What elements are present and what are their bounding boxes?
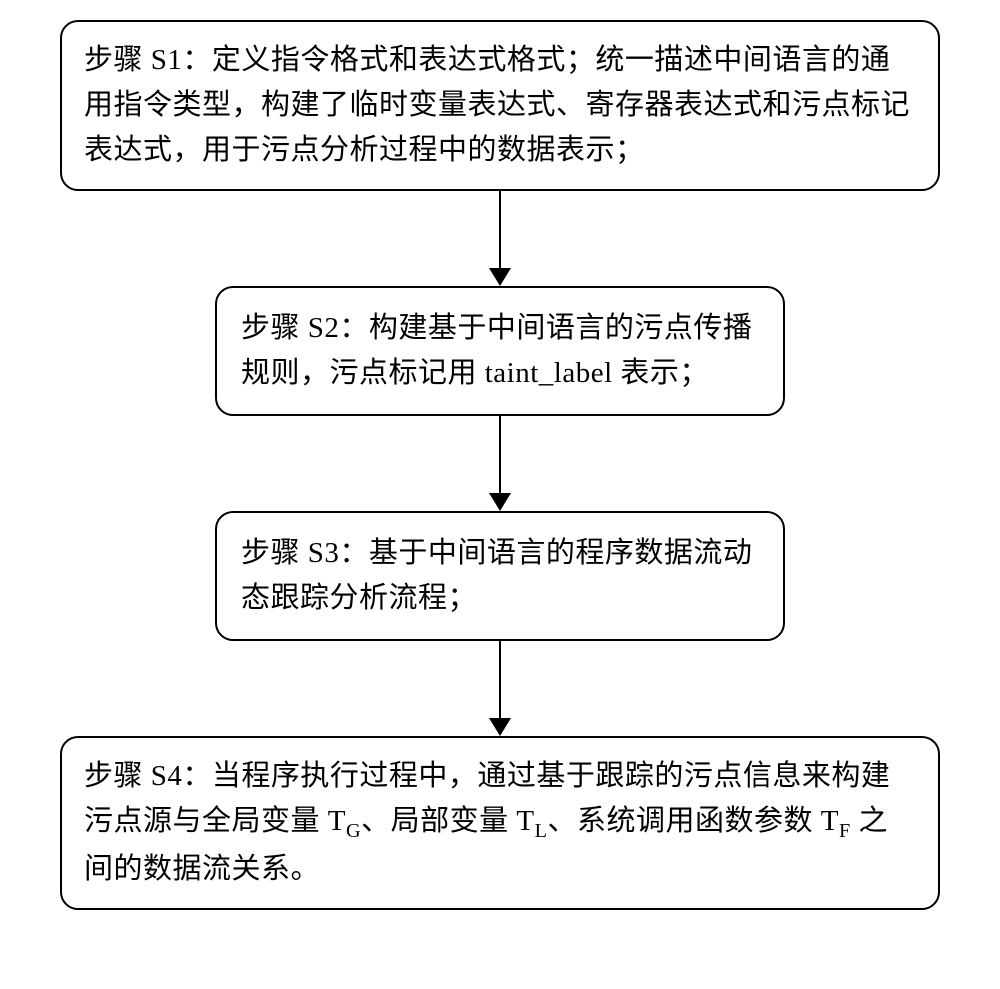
arrow-s3-s4 bbox=[489, 641, 511, 736]
step-s3-text: 步骤 S3：基于中间语言的程序数据流动态跟踪分析流程； bbox=[241, 537, 752, 614]
subscript-g: G bbox=[346, 819, 361, 841]
arrow-head-icon bbox=[489, 493, 511, 511]
step-s4-mid1: 、局部变量 T bbox=[361, 805, 534, 837]
step-s2-node: 步骤 S2：构建基于中间语言的污点传播规则，污点标记用 taint_label … bbox=[215, 286, 785, 416]
step-s1-text: 步骤 S1：定义指令格式和表达式格式；统一描述中间语言的通用指令类型，构建了临时… bbox=[84, 44, 910, 166]
step-s3-node: 步骤 S3：基于中间语言的程序数据流动态跟踪分析流程； bbox=[215, 511, 785, 641]
arrow-shaft bbox=[499, 191, 501, 268]
flowchart-container: 步骤 S1：定义指令格式和表达式格式；统一描述中间语言的通用指令类型，构建了临时… bbox=[50, 20, 950, 910]
arrow-shaft bbox=[499, 641, 501, 718]
arrow-head-icon bbox=[489, 268, 511, 286]
arrow-s1-s2 bbox=[489, 191, 511, 286]
subscript-f: F bbox=[839, 819, 851, 841]
subscript-l: L bbox=[535, 819, 548, 841]
step-s4-node: 步骤 S4：当程序执行过程中，通过基于跟踪的污点信息来构建污点源与全局变量 TG… bbox=[60, 736, 940, 910]
step-s4-mid2: 、系统调用函数参数 T bbox=[547, 805, 838, 837]
arrow-s2-s3 bbox=[489, 416, 511, 511]
step-s2-text: 步骤 S2：构建基于中间语言的污点传播规则，污点标记用 taint_label … bbox=[241, 312, 752, 389]
arrow-shaft bbox=[499, 416, 501, 493]
step-s1-node: 步骤 S1：定义指令格式和表达式格式；统一描述中间语言的通用指令类型，构建了临时… bbox=[60, 20, 940, 191]
arrow-head-icon bbox=[489, 718, 511, 736]
